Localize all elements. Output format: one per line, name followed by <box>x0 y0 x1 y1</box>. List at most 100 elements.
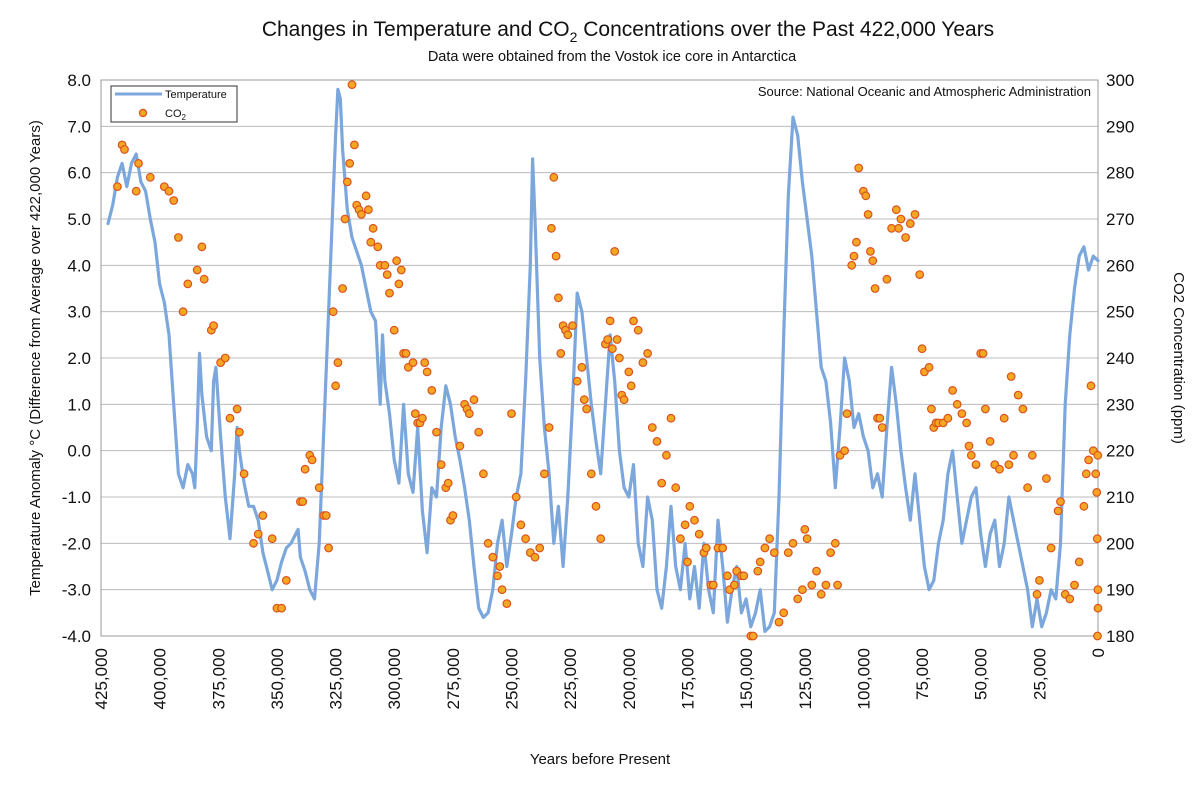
co2-point <box>739 571 749 581</box>
co2-point <box>1092 534 1102 544</box>
co2-point <box>788 538 798 548</box>
co2-point <box>220 353 230 363</box>
legend-co2-swatch <box>138 108 148 118</box>
y-left-tick-label: 8.0 <box>67 71 91 90</box>
co2-point <box>800 525 810 534</box>
co2-point <box>952 399 962 409</box>
co2-point <box>1084 455 1093 465</box>
y-right-tick-label: 250 <box>1106 303 1134 322</box>
co2-point <box>410 409 420 419</box>
co2-point <box>852 237 861 247</box>
co2-point <box>870 284 880 293</box>
y-right-tick-label: 180 <box>1106 627 1134 646</box>
co2-point <box>554 293 563 303</box>
co2-point <box>812 566 821 576</box>
co2-point <box>173 233 183 242</box>
y-right-tick-label: 290 <box>1106 117 1134 136</box>
y-right-tick-label: 270 <box>1106 210 1134 229</box>
y-right-tick-label: 300 <box>1106 71 1134 90</box>
co2-point <box>1093 631 1102 641</box>
y-left-tick-label: 0.0 <box>67 442 91 461</box>
co2-point <box>1013 390 1023 400</box>
co2-point <box>145 172 155 182</box>
y-right-tick-label: 240 <box>1106 349 1134 368</box>
co2-point <box>610 246 620 256</box>
co2-point <box>666 413 676 423</box>
co2-point <box>662 450 671 460</box>
co2-point <box>612 335 622 344</box>
co2-point <box>479 469 488 479</box>
co2-point <box>540 469 549 479</box>
co2-point <box>277 603 287 613</box>
co2-point <box>350 140 359 150</box>
chart-title: Changes in Temperature and CO2 Concentra… <box>262 18 994 45</box>
co2-point <box>753 566 763 576</box>
y-right-tick-label: 260 <box>1106 256 1134 275</box>
co2-point <box>408 358 418 368</box>
co2-point <box>608 344 617 354</box>
co2-point <box>999 413 1009 423</box>
co2-point <box>680 520 690 530</box>
co2-point <box>629 316 638 326</box>
co2-point <box>420 358 430 368</box>
co2-point <box>748 631 758 641</box>
co2-point <box>626 381 636 391</box>
co2-point <box>685 501 695 511</box>
co2-point <box>455 441 465 451</box>
co2-point <box>1006 372 1016 381</box>
co2-point <box>943 413 953 423</box>
co2-point <box>966 450 976 460</box>
co2-point <box>891 205 901 215</box>
co2-point <box>321 511 331 520</box>
co2-point <box>1091 469 1101 479</box>
co2-point <box>120 145 129 154</box>
co2-point <box>1004 460 1014 470</box>
co2-point <box>131 186 141 196</box>
co2-point <box>842 409 852 419</box>
x-tick-label: 175,000 <box>678 648 697 709</box>
co2-point <box>833 580 842 590</box>
y-left-tick-label: 2.0 <box>67 349 91 368</box>
co2-point <box>924 362 934 372</box>
co2-point <box>300 464 310 474</box>
co2-point <box>418 413 427 423</box>
co2-point <box>877 423 887 432</box>
co2-point <box>807 580 817 590</box>
plot-frame <box>100 79 1099 637</box>
legend: Temperature CO2 <box>110 85 238 123</box>
co2-point <box>1093 450 1103 460</box>
co2-point <box>549 172 559 182</box>
co2-point <box>894 223 903 233</box>
co2-point <box>605 316 615 326</box>
co2-point <box>422 367 432 377</box>
co2-point <box>793 594 803 604</box>
co2-point <box>1079 501 1089 511</box>
co2-point <box>258 511 268 520</box>
co2-point <box>401 349 411 358</box>
co2-point <box>1056 497 1065 507</box>
co2-point <box>112 182 122 192</box>
co2-point <box>328 307 338 317</box>
co2-point <box>347 80 357 89</box>
y-right-tick-label: 210 <box>1106 488 1134 507</box>
co2-point <box>267 534 277 544</box>
co2-point <box>962 418 971 428</box>
co2-point <box>861 191 871 201</box>
x-tick-label: 0 <box>1089 648 1108 657</box>
co2-point <box>802 534 812 544</box>
co2-point <box>603 335 613 344</box>
y-left-tick-label: -1.0 <box>62 488 91 507</box>
co2-point <box>234 427 244 437</box>
co2-point <box>582 404 591 414</box>
x-tick-label: 50,000 <box>972 648 991 700</box>
co2-point <box>676 534 685 544</box>
co2-point <box>615 353 624 363</box>
chart-subtitle: Data were obtained from the Vostok ice c… <box>428 49 797 65</box>
co2-point <box>647 423 657 432</box>
co2-point <box>380 260 390 270</box>
x-tick-label: 425,000 <box>92 648 111 709</box>
co2-point <box>432 427 441 437</box>
co2-point <box>483 538 493 548</box>
co2-point <box>948 386 957 395</box>
